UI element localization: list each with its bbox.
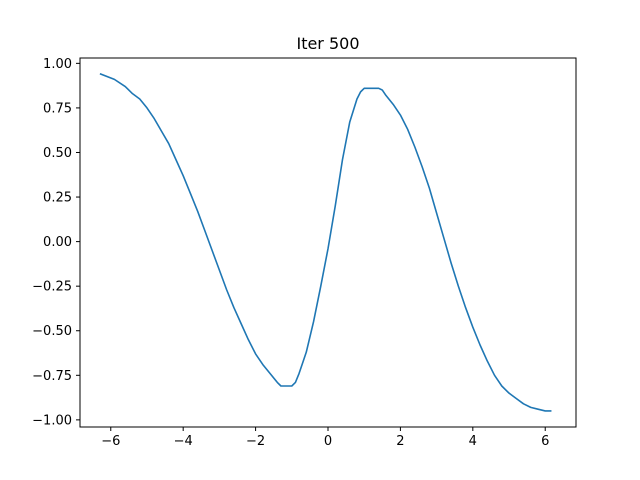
y-tick-label: 1.00 <box>43 57 72 72</box>
y-tick-label: −1.00 <box>32 413 72 428</box>
x-tick-label: 6 <box>541 434 549 449</box>
x-tick-label: 2 <box>396 434 404 449</box>
axes: −6 −4 −2 0 2 4 6 1.00 0.75 0.50 0.25 0.00 −0.25 −0.50… <box>32 57 577 449</box>
x-tick-label: 4 <box>469 434 477 449</box>
y-tick-label: 0.25 <box>43 191 72 206</box>
chart-title: Iter 500 <box>296 34 359 53</box>
plot-background <box>80 58 576 427</box>
x-tick-label: −4 <box>174 434 193 449</box>
y-tick-label: −0.25 <box>32 280 72 295</box>
y-tick-label: −0.75 <box>32 369 72 384</box>
x-tick-label: −2 <box>246 434 265 449</box>
plot-area <box>80 58 576 427</box>
series-layer <box>99 73 552 412</box>
y-tick-label: 0.50 <box>43 146 72 161</box>
x-tick-label: 0 <box>324 434 332 449</box>
y-tick-label: −0.50 <box>32 324 72 339</box>
series-line-0 <box>99 73 552 412</box>
y-tick-label: 0.00 <box>43 235 72 250</box>
x-tick-label: −6 <box>101 434 120 449</box>
y-tick-label: 0.75 <box>43 101 72 116</box>
